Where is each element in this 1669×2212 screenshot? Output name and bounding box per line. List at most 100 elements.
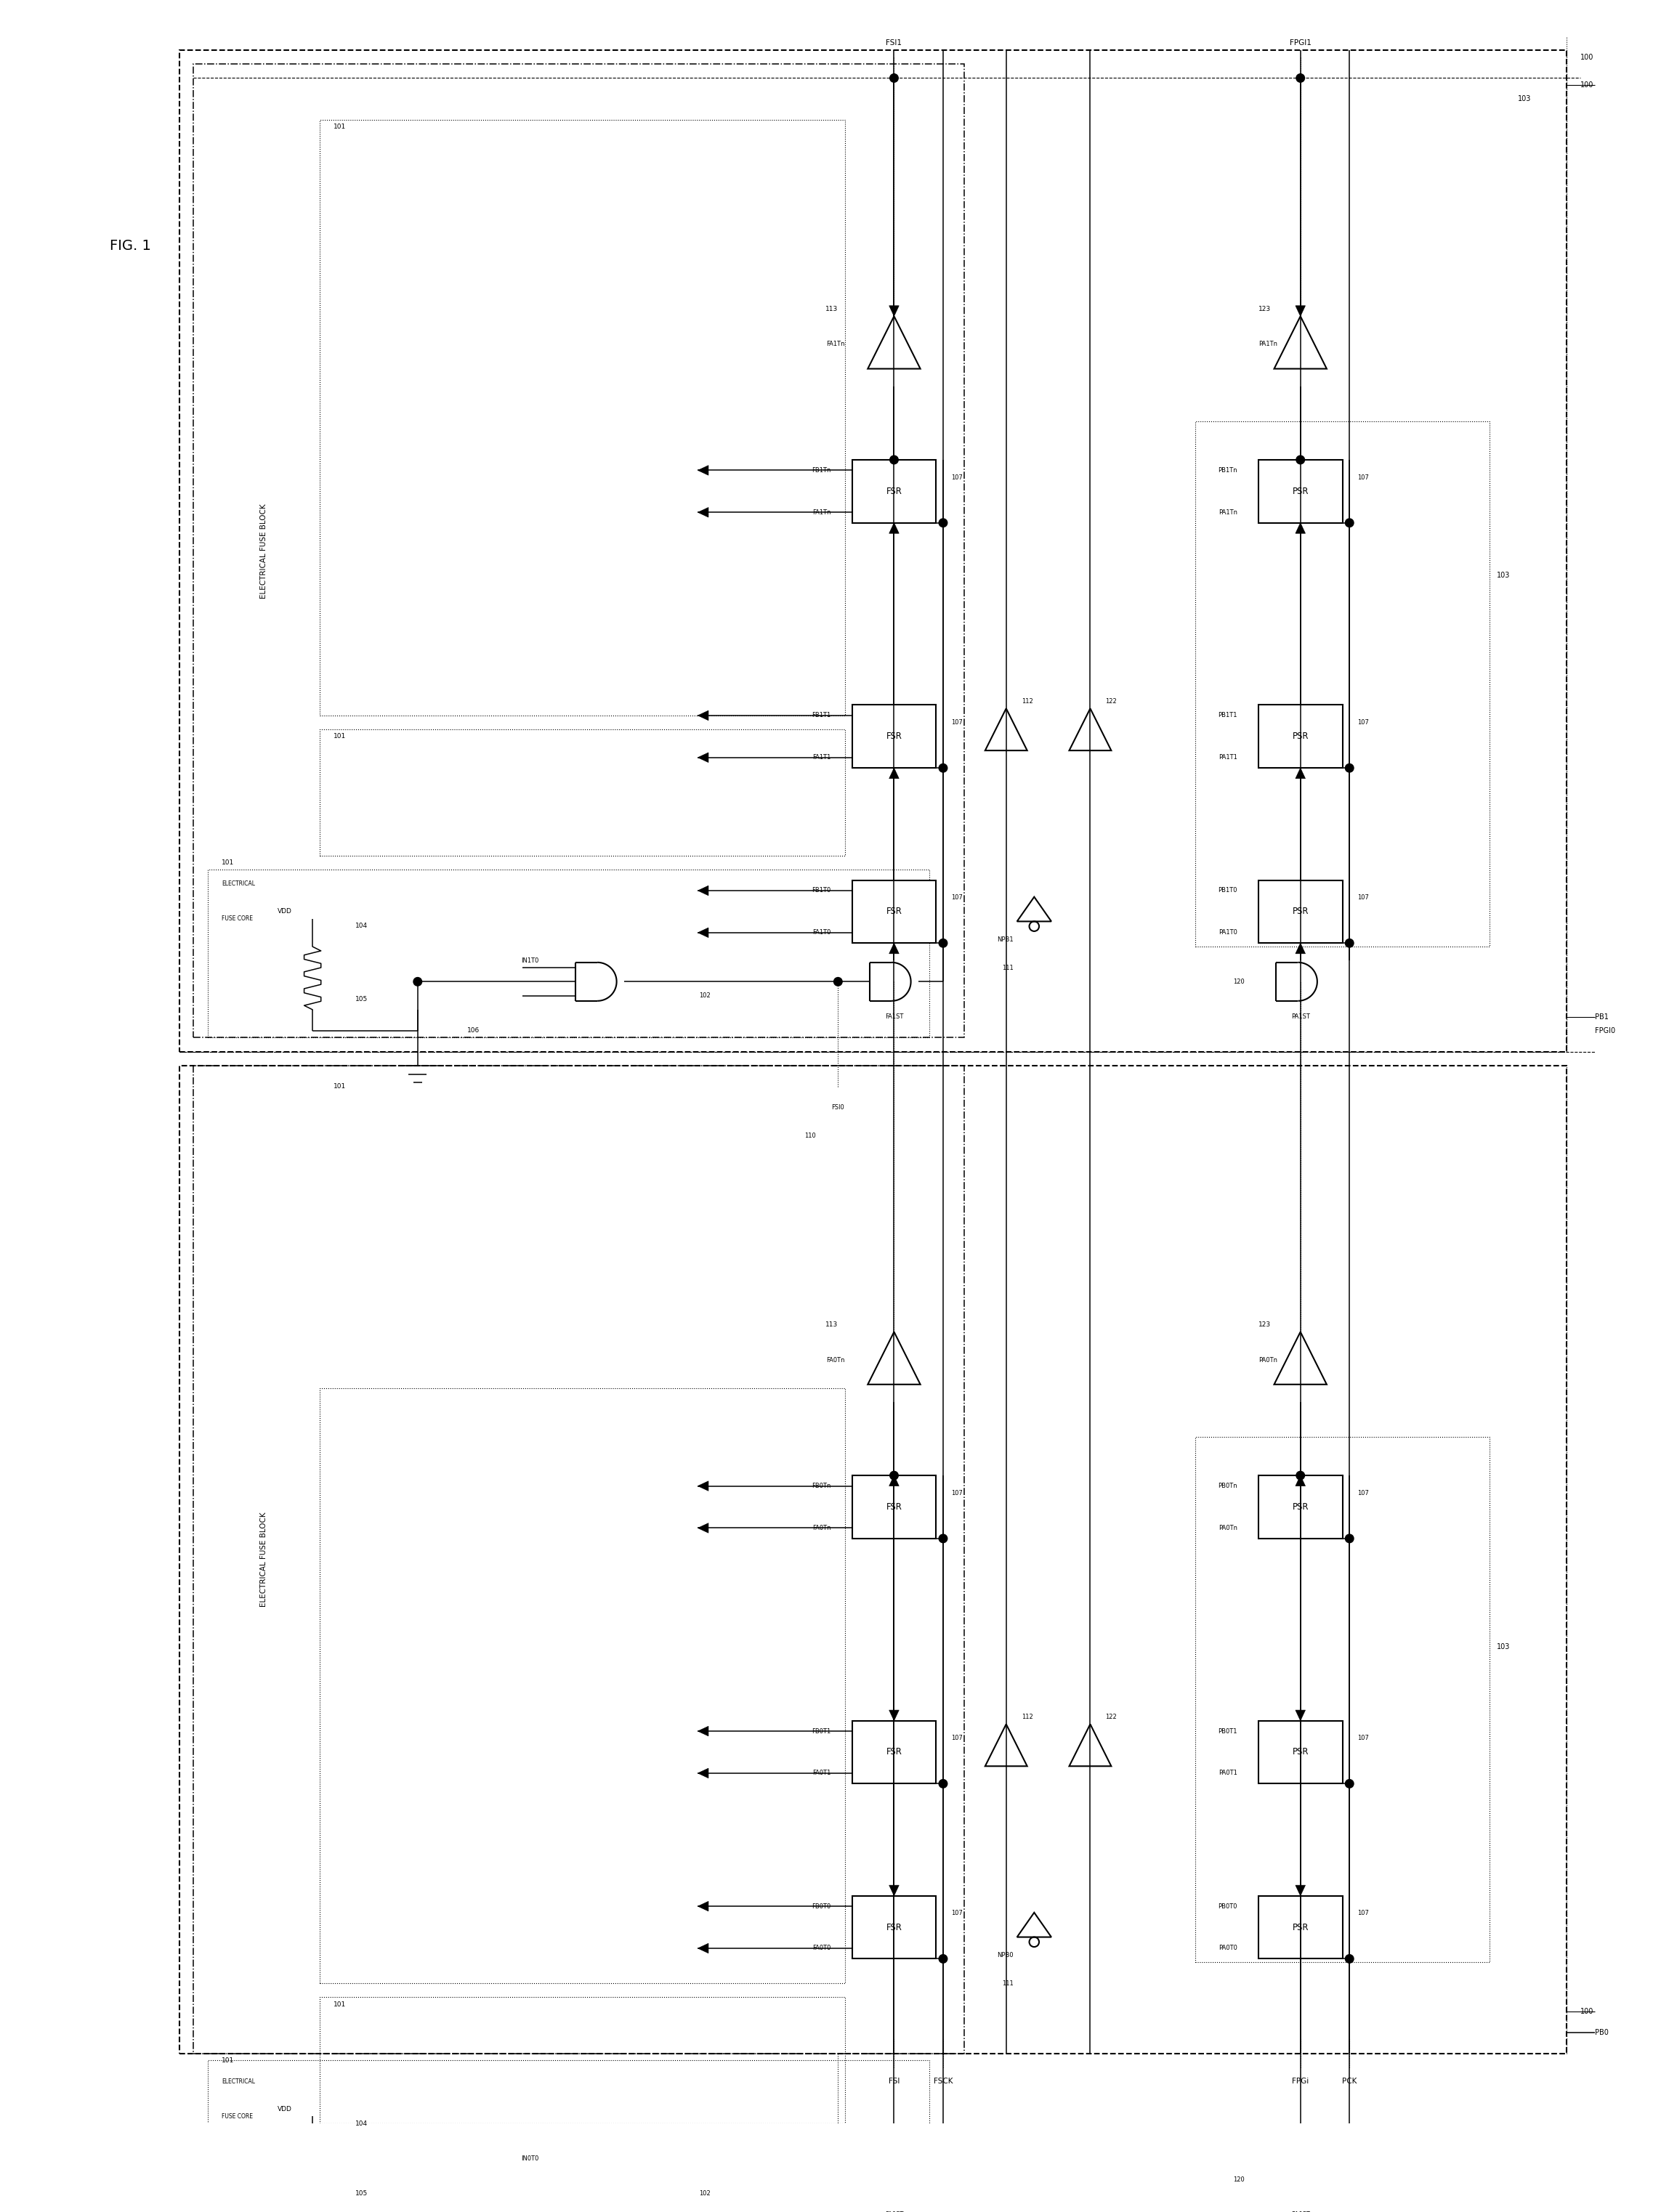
Circle shape	[834, 2174, 843, 2183]
Polygon shape	[1295, 1710, 1305, 1721]
Polygon shape	[698, 885, 708, 896]
Bar	[1258, 460, 1342, 522]
Polygon shape	[698, 752, 708, 763]
Circle shape	[834, 978, 843, 987]
Text: FA0T0: FA0T0	[813, 1944, 831, 1951]
Text: FPGI1: FPGI1	[1290, 40, 1312, 46]
Circle shape	[940, 1955, 948, 1962]
Text: PA0Tn: PA0Tn	[1258, 1356, 1277, 1363]
Text: 120: 120	[1233, 978, 1245, 984]
Text: 101: 101	[334, 732, 345, 739]
Text: 103: 103	[1517, 95, 1530, 102]
Text: 113: 113	[826, 1321, 838, 1327]
Bar	[1258, 1721, 1342, 1783]
Text: 106: 106	[467, 1026, 481, 1033]
Text: FSR: FSR	[886, 732, 901, 741]
Circle shape	[940, 1778, 948, 1787]
Text: 105: 105	[355, 995, 367, 1002]
Polygon shape	[890, 768, 900, 779]
Text: FA0Tn: FA0Tn	[826, 1356, 845, 1363]
Bar	[194, 1066, 965, 2053]
Text: 111: 111	[1001, 964, 1013, 971]
Circle shape	[1345, 938, 1354, 947]
Polygon shape	[698, 710, 708, 721]
Text: PB0: PB0	[1594, 2028, 1609, 2035]
Polygon shape	[698, 1524, 708, 1533]
Text: PSR: PSR	[1292, 1747, 1308, 1756]
Polygon shape	[1295, 522, 1305, 533]
Text: PB1Tn: PB1Tn	[1218, 467, 1237, 473]
Polygon shape	[1295, 1475, 1305, 1486]
Text: ELECTRICAL FUSE BLOCK: ELECTRICAL FUSE BLOCK	[260, 504, 267, 597]
Text: NPB0: NPB0	[996, 1951, 1013, 1958]
Text: 103: 103	[1497, 571, 1510, 580]
Text: PA0Tn: PA0Tn	[1218, 1524, 1237, 1531]
Text: 123: 123	[1258, 305, 1270, 312]
Text: PB0Tn: PB0Tn	[1218, 1482, 1237, 1489]
Text: PSR: PSR	[1292, 907, 1308, 916]
Circle shape	[940, 763, 948, 772]
Text: FB1T1: FB1T1	[811, 712, 831, 719]
Bar	[207, 2059, 930, 2212]
Text: FB0T0: FB0T0	[811, 1902, 831, 1909]
Text: 107: 107	[1357, 719, 1369, 726]
Text: 107: 107	[951, 894, 963, 900]
Text: PB1: PB1	[1594, 1013, 1609, 1020]
Polygon shape	[890, 522, 900, 533]
Text: 102: 102	[699, 993, 711, 1000]
Polygon shape	[698, 1944, 708, 1953]
Text: 107: 107	[951, 1734, 963, 1741]
Text: 102: 102	[699, 2190, 711, 2197]
Text: PA1ST: PA1ST	[1292, 1013, 1310, 1020]
Text: 112: 112	[1021, 699, 1033, 706]
Text: IN0T0: IN0T0	[521, 2154, 539, 2161]
Polygon shape	[1295, 942, 1305, 953]
Bar	[1258, 880, 1342, 942]
Text: 110: 110	[804, 1133, 816, 1139]
Bar	[851, 706, 936, 768]
Text: 101: 101	[334, 124, 345, 131]
Text: FSI: FSI	[888, 2077, 900, 2086]
Text: FB0Tn: FB0Tn	[811, 1482, 831, 1489]
Polygon shape	[1295, 768, 1305, 779]
Text: PA0T0: PA0T0	[1218, 1944, 1237, 1951]
Text: 104: 104	[355, 922, 367, 929]
Text: 123: 123	[1258, 1321, 1270, 1327]
Circle shape	[1345, 1778, 1354, 1787]
Circle shape	[890, 456, 898, 465]
Text: FUSE CORE: FUSE CORE	[222, 916, 252, 922]
Circle shape	[940, 938, 948, 947]
Bar	[319, 119, 845, 714]
Polygon shape	[698, 1767, 708, 1778]
Bar	[851, 880, 936, 942]
Text: VDD: VDD	[277, 909, 292, 916]
Polygon shape	[698, 927, 708, 938]
Text: 101: 101	[222, 2057, 234, 2064]
Text: ELECTRICAL: ELECTRICAL	[222, 880, 255, 887]
Text: 100: 100	[1581, 2008, 1594, 2015]
Text: PSR: PSR	[1292, 487, 1308, 495]
Text: FA1Tn: FA1Tn	[813, 509, 831, 515]
Bar	[1195, 420, 1489, 947]
Text: FA1ST: FA1ST	[885, 1013, 903, 1020]
Bar	[319, 1387, 845, 1984]
Text: FA1T0: FA1T0	[813, 929, 831, 936]
Text: PB0T0: PB0T0	[1218, 1902, 1237, 1909]
Bar	[1195, 1438, 1489, 1962]
Text: NPB1: NPB1	[996, 936, 1013, 942]
Text: FIG. 1: FIG. 1	[110, 239, 150, 252]
Text: 101: 101	[222, 858, 234, 865]
Bar	[319, 1997, 845, 2124]
Text: 107: 107	[951, 1909, 963, 1916]
Bar	[194, 64, 965, 1037]
Text: 113: 113	[826, 305, 838, 312]
Circle shape	[1345, 1955, 1354, 1962]
Bar	[1258, 1475, 1342, 1540]
Text: PCK: PCK	[1342, 2077, 1357, 2086]
Text: FSCK: FSCK	[933, 2077, 953, 2086]
Bar	[851, 1896, 936, 1960]
Polygon shape	[698, 1725, 708, 1736]
Bar	[851, 1475, 936, 1540]
Circle shape	[414, 2174, 422, 2183]
Bar	[319, 730, 845, 856]
